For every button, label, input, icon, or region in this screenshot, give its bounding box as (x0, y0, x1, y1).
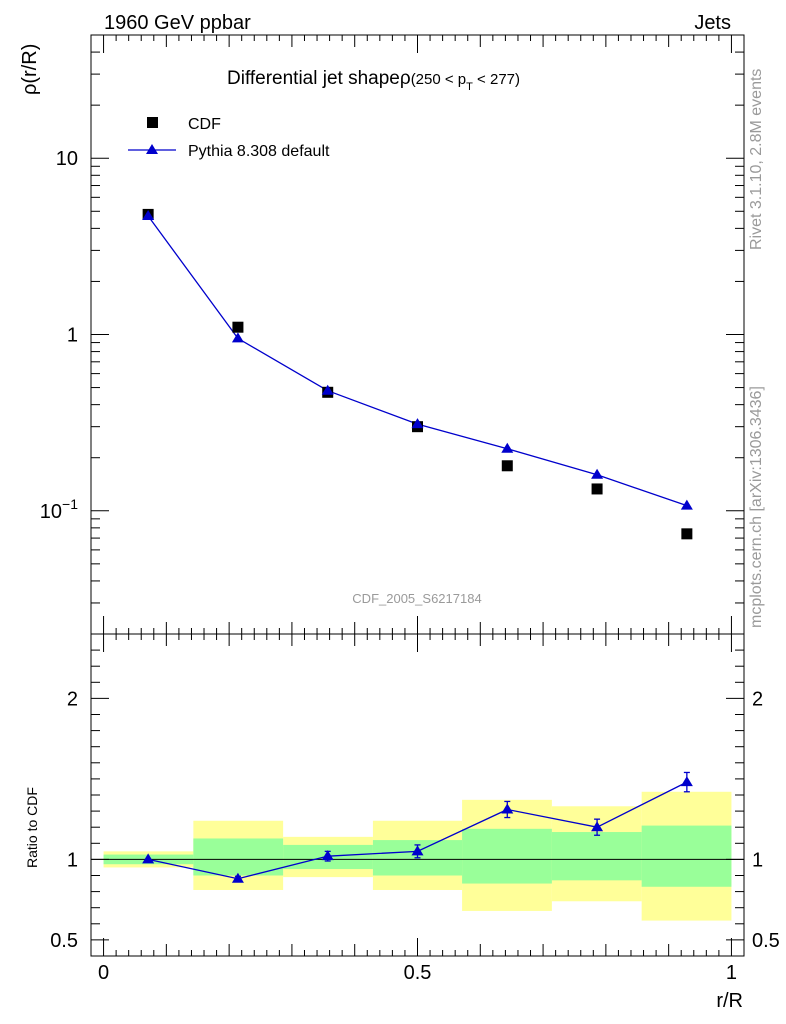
x-axis-title: r/R (716, 990, 743, 1012)
ratio-y-axis-title: Ratio to CDF (24, 787, 40, 868)
pythia-data-point (680, 499, 693, 510)
title-sub: T (466, 81, 473, 93)
main-y-tick-label-base: 10 (40, 501, 62, 523)
pythia-line (147, 215, 688, 507)
ratio-data-point (321, 850, 334, 861)
pythia-data-point (501, 442, 514, 453)
ratio-y-tick-label-right: 1 (752, 849, 763, 871)
ratio-data-point (231, 872, 244, 883)
x-tick-label: 0 (98, 962, 109, 984)
uncertainty-band-green (193, 838, 284, 876)
x-tick-label: 1 (726, 962, 737, 984)
pythia-data-point (321, 384, 334, 395)
ratio-y-tick-label-left: 1 (67, 849, 78, 871)
ratio-data-point (411, 845, 424, 856)
analysis-label: CDF_2005_S6217184 (352, 591, 481, 606)
ratio-data-point (680, 776, 693, 787)
main-y-tick-label-exp: −1 (62, 496, 78, 512)
title-main: Differential jet shapeρ (227, 68, 411, 89)
legend: CDF Pythia 8.308 default (128, 116, 330, 160)
header-right: Jets (694, 12, 731, 34)
uncertainty-band-green (551, 832, 642, 881)
ratio-y-tick-label-right: 2 (752, 688, 763, 710)
ratio-y-tick-label-left: 0.5 (50, 930, 78, 952)
legend-cdf-label: CDF (188, 116, 221, 133)
ratio-frame (90, 633, 745, 957)
pythia-data-point (591, 468, 604, 479)
pythia-data-point (142, 210, 155, 221)
ratio-data-point (501, 803, 514, 814)
x-tick-label: 0.5 (404, 962, 432, 984)
mcplots-label: mcplots.cern.ch [arXiv:1306.3436] (748, 386, 765, 628)
uncertainty-band-green (641, 825, 732, 887)
ratio-data-point (591, 821, 604, 832)
header-left: 1960 GeV ppbar (104, 12, 251, 34)
cdf-data-point (591, 483, 603, 495)
main-y-tick-label: 10−1 (40, 496, 78, 523)
cdf-data-point (681, 528, 693, 540)
title-end: < 277) (473, 71, 520, 88)
pythia-data-point (231, 332, 244, 343)
legend-pythia-label: Pythia 8.308 default (188, 143, 330, 160)
cdf-data-point (501, 460, 513, 472)
legend-cdf-marker (147, 117, 158, 128)
title-range: (250 < p (411, 71, 466, 88)
ratio-y-tick-label-right: 0.5 (752, 930, 780, 952)
main-y-tick-label: 10 (56, 148, 78, 170)
legend-pythia-marker (146, 144, 158, 154)
main-y-axis-title: ρ(r/R) (19, 44, 41, 95)
cdf-data-point (232, 321, 244, 333)
ratio-panel: 2 2 1 1 0.5 0.5 (50, 633, 780, 957)
rivet-label: Rivet 3.1.10, 2.8M events (748, 69, 765, 250)
plot-title: Differential jet shapeρ(250 < pT < 277) (227, 68, 520, 93)
main-y-tick-label: 1 (67, 325, 78, 347)
ratio-data-point (142, 853, 155, 864)
ratio-y-tick-label-left: 2 (67, 688, 78, 710)
uncertainty-band-green (462, 828, 552, 884)
pythia-data-point (411, 418, 424, 429)
